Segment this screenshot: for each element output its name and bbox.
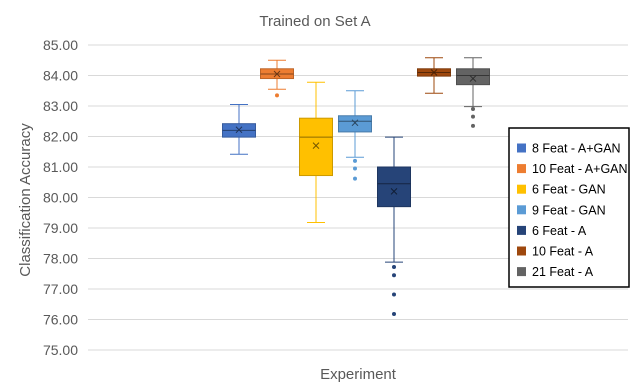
legend-label: 6 Feat - A bbox=[532, 224, 587, 238]
box-2 bbox=[299, 81, 333, 224]
y-tick-label: 79.00 bbox=[43, 220, 78, 236]
legend-swatch bbox=[517, 184, 526, 194]
x-axis-title: Experiment bbox=[320, 366, 397, 383]
outlier-point bbox=[392, 273, 396, 278]
gridlines bbox=[88, 44, 628, 351]
outlier-point bbox=[471, 123, 475, 128]
box-series bbox=[222, 57, 490, 317]
outlier-point bbox=[471, 107, 475, 112]
y-tick-label: 76.00 bbox=[43, 312, 78, 328]
y-tick-label: 85.00 bbox=[43, 37, 78, 53]
legend-swatch bbox=[517, 225, 526, 235]
y-tick-label: 80.00 bbox=[43, 190, 78, 206]
y-axis-title: Classification Accuracy bbox=[17, 123, 34, 277]
outlier-point bbox=[275, 93, 279, 98]
box-3 bbox=[338, 90, 372, 181]
legend-label: 21 Feat - A bbox=[532, 265, 594, 279]
mean-marker bbox=[351, 119, 359, 127]
box-iqr bbox=[299, 117, 333, 177]
mean-marker bbox=[469, 75, 477, 82]
mean-marker bbox=[235, 126, 243, 134]
legend-swatch bbox=[517, 164, 526, 174]
y-tick-labels: 75.00 76.00 77.00 78.00 79.00 80.00 81.00 82.00… bbox=[43, 37, 78, 358]
mean-marker bbox=[312, 142, 320, 150]
legend-label: 10 Feat - A bbox=[532, 245, 594, 259]
outlier-point bbox=[353, 158, 357, 163]
y-tick-label: 77.00 bbox=[43, 281, 78, 297]
outlier-point bbox=[392, 265, 396, 270]
outlier-point bbox=[392, 292, 396, 297]
y-tick-label: 81.00 bbox=[43, 159, 78, 175]
y-tick-label: 78.00 bbox=[43, 251, 78, 267]
box-1 bbox=[260, 59, 294, 98]
y-tick-label: 75.00 bbox=[43, 342, 78, 358]
box-iqr bbox=[456, 68, 490, 86]
legend-label: 10 Feat - A+GAN bbox=[532, 162, 628, 176]
chart-title: Trained on Set A bbox=[259, 13, 370, 30]
legend-swatch bbox=[517, 246, 526, 256]
legend: 8 Feat - A+GAN 10 Feat - A+GAN 6 Feat - GA… bbox=[508, 127, 630, 288]
box-iqr bbox=[338, 115, 372, 133]
y-tick-label: 82.00 bbox=[43, 129, 78, 145]
legend-swatch bbox=[517, 205, 526, 215]
box-5 bbox=[417, 57, 451, 94]
outlier-point bbox=[353, 176, 357, 181]
outlier-point bbox=[353, 166, 357, 171]
legend-swatch bbox=[517, 267, 526, 277]
mean-marker bbox=[273, 70, 281, 78]
outlier-point bbox=[471, 114, 475, 119]
outlier-point bbox=[392, 312, 396, 317]
legend-label: 6 Feat - GAN bbox=[532, 183, 606, 197]
y-tick-label: 84.00 bbox=[43, 68, 78, 84]
mean-marker bbox=[430, 69, 438, 76]
box-iqr bbox=[377, 166, 411, 208]
box-4 bbox=[377, 136, 411, 317]
legend-label: 8 Feat - A+GAN bbox=[532, 142, 621, 156]
box-0 bbox=[222, 103, 256, 155]
mean-marker bbox=[390, 188, 398, 195]
y-tick-label: 83.00 bbox=[43, 98, 78, 114]
legend-frame bbox=[508, 127, 630, 288]
legend-swatch bbox=[517, 143, 526, 153]
box-6 bbox=[456, 57, 490, 128]
legend-label: 9 Feat - GAN bbox=[532, 203, 606, 217]
